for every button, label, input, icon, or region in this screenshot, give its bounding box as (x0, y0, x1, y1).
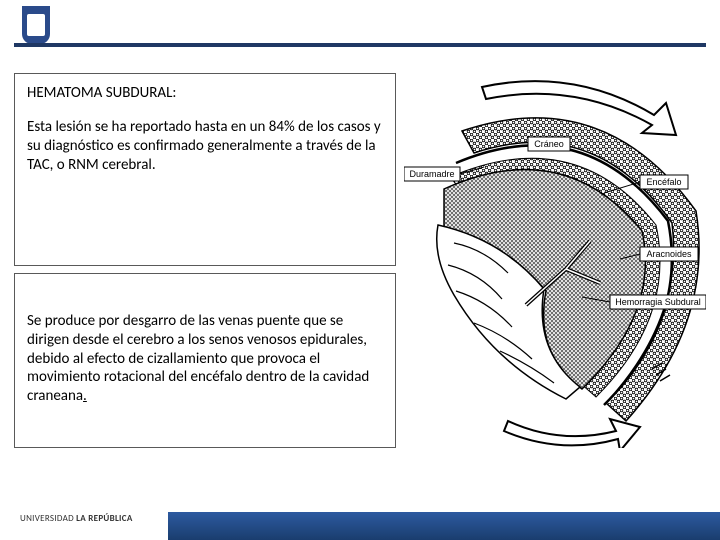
box1-title: HEMATOMA SUBDURAL: (27, 84, 383, 102)
box2-body: Se produce por desgarro de las venas pue… (27, 312, 383, 406)
footer: UNIVERSIDAD LA REPÚBLICA (0, 502, 720, 540)
footer-university-name: UNIVERSIDAD LA REPÚBLICA (20, 513, 133, 524)
text-box-1: HEMATOMA SUBDURAL: Esta lesión se ha rep… (14, 73, 396, 266)
text-box-2: Se produce por desgarro de las venas pue… (14, 273, 396, 448)
label-aracnoides: Aracnoides (646, 249, 692, 259)
label-craneo: Cráneo (534, 139, 564, 149)
logo-shield-icon (27, 14, 45, 36)
anatomical-diagram: Cráneo Duramadre Encéfalo Aracnoides Hem… (404, 73, 706, 448)
rotation-arrow-bottom (504, 419, 640, 448)
label-duramadre: Duramadre (409, 169, 454, 179)
label-encefalo: Encéfalo (646, 177, 681, 187)
university-logo (22, 6, 50, 44)
label-hemorragia: Hemorragia Subdural (615, 297, 701, 307)
header-divider (14, 43, 706, 47)
box1-body: Esta lesión se ha reportado hasta en un … (27, 118, 383, 174)
footer-bar (168, 512, 720, 540)
